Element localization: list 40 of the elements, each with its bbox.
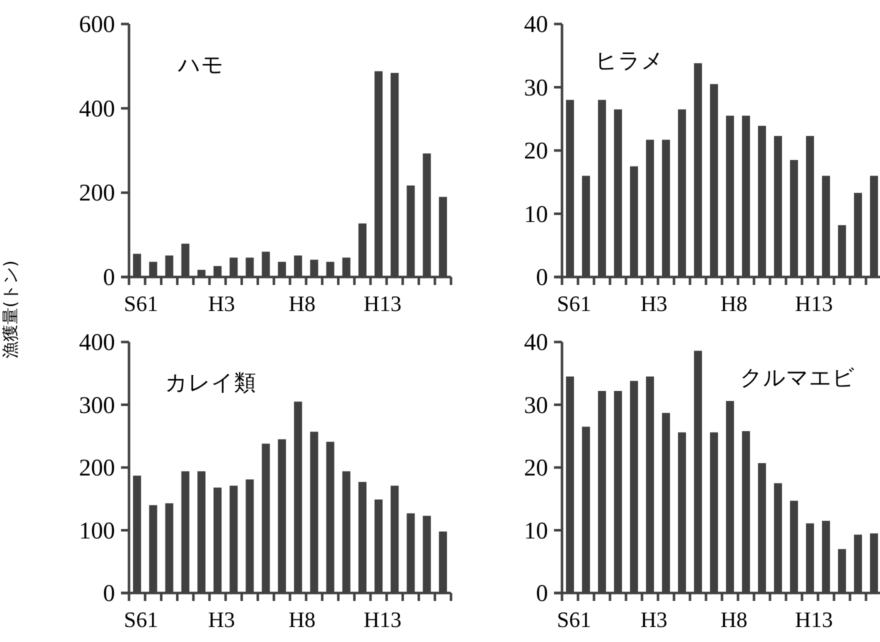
x-tick-label: H13 — [795, 291, 833, 316]
y-axis-title: 漁獲量(トン) — [1, 260, 21, 359]
y-tick-label: 0 — [536, 581, 548, 607]
y-tick-label: 40 — [524, 330, 548, 356]
x-tick-label: S61 — [124, 291, 158, 316]
x-tick-label: S61 — [124, 607, 158, 632]
y-tick-label: 10 — [524, 202, 548, 228]
y-tick-label: 400 — [79, 330, 115, 356]
y-tick-label: 400 — [79, 96, 115, 122]
y-tick-label: 20 — [524, 138, 548, 164]
x-tick-label: H3 — [640, 607, 668, 632]
x-tick-label: H13 — [364, 291, 402, 316]
y-tick-label: 0 — [103, 265, 115, 291]
y-tick-label: 0 — [536, 265, 548, 291]
x-tick-label: H8 — [288, 607, 316, 632]
y-tick-label: 40 — [524, 12, 548, 38]
y-tick-label: 20 — [524, 456, 548, 482]
x-tick-label: H13 — [364, 607, 402, 632]
y-tick-label: 300 — [79, 392, 115, 419]
x-tick-label: S61 — [556, 607, 592, 632]
x-tick-label: H13 — [795, 607, 833, 632]
text: ハモ — [177, 53, 224, 78]
y-tick-label: 600 — [79, 12, 115, 38]
text: クルマエビ — [740, 366, 855, 391]
y-tick-label: 30 — [524, 392, 548, 419]
text: カレイ類 — [165, 371, 256, 396]
y-tick-label: 100 — [79, 518, 115, 544]
y-tick-label: 30 — [524, 75, 548, 102]
y-tick-label: 200 — [79, 456, 115, 482]
y-tick-label: 0 — [103, 581, 115, 607]
text: ヒラメ — [595, 49, 664, 74]
x-tick-label: H8 — [288, 291, 316, 316]
x-tick-label: H8 — [720, 607, 748, 632]
x-tick-label: H3 — [208, 607, 235, 632]
x-tick-label: S61 — [556, 291, 592, 316]
y-tick-label: 200 — [79, 180, 115, 207]
y-tick-label: 10 — [524, 518, 548, 544]
x-tick-label: H8 — [720, 291, 748, 316]
x-tick-label: H3 — [208, 291, 235, 316]
x-tick-label: H3 — [640, 291, 668, 316]
